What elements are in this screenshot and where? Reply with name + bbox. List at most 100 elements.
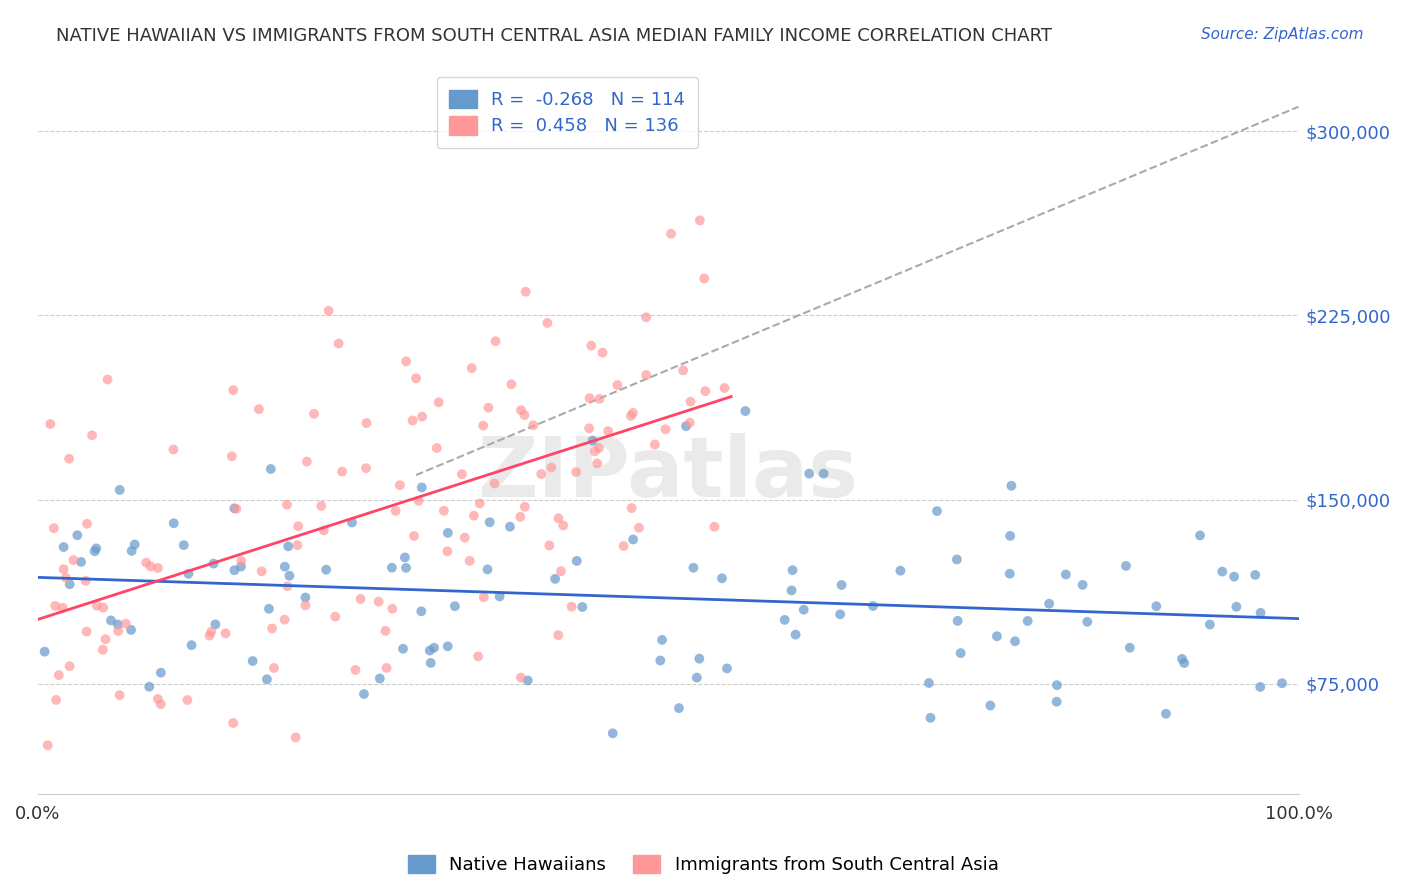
Point (522, 418, 544, 433)
Point (636, 368, 658, 382)
Point (689, 213, 711, 227)
Point (225, 501, 247, 516)
Point (925, 504, 948, 518)
Point (381, 560, 404, 574)
Point (918, 676, 941, 690)
Point (75, 574, 97, 588)
Point (565, 465, 588, 479)
Point (39, 417, 62, 431)
Point (516, 673, 538, 688)
Point (588, 392, 610, 406)
Point (353, 687, 375, 701)
Point (488, 590, 510, 604)
Point (651, 632, 673, 647)
Point (91, 642, 114, 657)
Point (540, 460, 562, 475)
Point (76, 516, 98, 531)
Point (278, 568, 301, 582)
Point (250, 564, 273, 578)
Point (395, 561, 418, 575)
Point (799, 467, 821, 481)
Point (176, 693, 198, 707)
Point (979, 698, 1001, 713)
Point (149, 665, 172, 680)
Point (52, 540, 75, 554)
Point (70, 555, 93, 569)
Point (256, 673, 278, 687)
Point (180, 638, 202, 652)
Point (460, 361, 482, 376)
Point (472, 590, 495, 604)
Point (1046, 695, 1069, 709)
Point (55, 571, 77, 585)
Point (384, 504, 406, 518)
Point (1211, 565, 1233, 579)
Point (315, 563, 337, 577)
Point (606, 378, 628, 392)
Point (405, 371, 427, 385)
Point (499, 519, 522, 533)
Point (1154, 706, 1177, 721)
Point (686, 671, 709, 685)
Point (946, 614, 969, 628)
Point (294, 599, 316, 613)
Point (1017, 614, 1039, 628)
Point (330, 465, 353, 479)
Point (177, 566, 200, 581)
Point (257, 602, 280, 616)
Point (42, 521, 65, 535)
Point (477, 401, 499, 415)
Point (262, 622, 284, 636)
Point (224, 501, 246, 516)
Point (1076, 615, 1098, 629)
Point (97, 372, 120, 386)
Point (48, 668, 70, 682)
Point (276, 498, 298, 512)
Point (679, 394, 702, 409)
Point (565, 554, 588, 568)
Point (1249, 680, 1271, 694)
Point (426, 441, 449, 455)
Point (91, 600, 114, 615)
Point (1004, 634, 1026, 648)
Point (34, 645, 56, 659)
Point (375, 661, 398, 675)
Point (581, 339, 603, 353)
Point (451, 467, 474, 482)
Point (636, 310, 658, 325)
Point (831, 578, 853, 592)
Point (388, 478, 411, 492)
Point (82, 428, 104, 442)
Point (356, 416, 378, 430)
Point (107, 624, 129, 638)
Point (782, 563, 804, 577)
Point (1225, 599, 1247, 614)
Point (274, 559, 297, 574)
Point (108, 688, 131, 702)
Point (1144, 599, 1167, 614)
Point (84, 541, 107, 556)
Text: Source: ZipAtlas.com: Source: ZipAtlas.com (1201, 27, 1364, 42)
Point (477, 562, 499, 576)
Point (583, 444, 606, 458)
Point (672, 363, 695, 377)
Point (998, 566, 1021, 581)
Point (229, 559, 252, 574)
Point (1038, 597, 1060, 611)
Point (668, 701, 690, 715)
Point (830, 607, 852, 622)
Point (986, 629, 1008, 643)
Point (52, 600, 75, 615)
Point (547, 511, 569, 525)
Point (780, 583, 803, 598)
Point (392, 641, 415, 656)
Point (394, 550, 416, 565)
Point (588, 441, 610, 455)
Point (276, 579, 298, 593)
Point (621, 406, 644, 420)
Point (120, 623, 142, 637)
Point (1173, 656, 1195, 670)
Point (1071, 578, 1094, 592)
Point (627, 521, 650, 535)
Point (323, 609, 346, 624)
